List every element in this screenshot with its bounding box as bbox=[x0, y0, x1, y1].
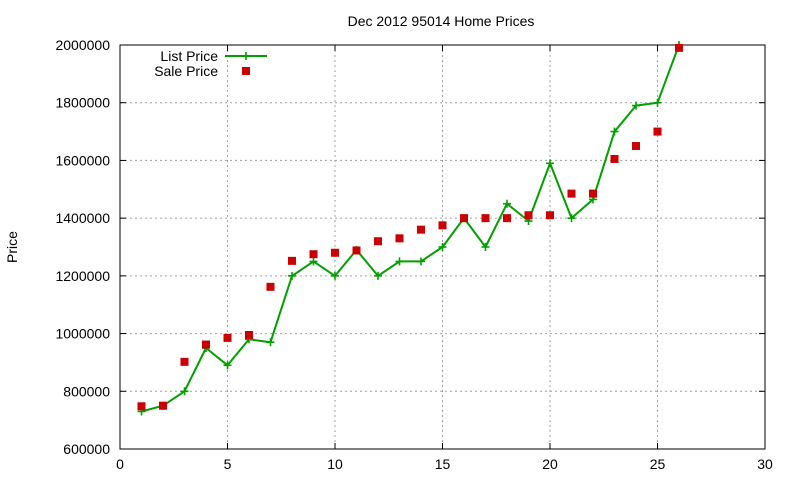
y-tick-label: 800000 bbox=[63, 383, 110, 399]
legend-label-sale-price: Sale Price bbox=[154, 63, 218, 79]
sale-price-point bbox=[438, 221, 447, 230]
x-tick-label: 10 bbox=[327, 456, 343, 472]
y-tick-label: 600000 bbox=[63, 441, 110, 457]
sale-price-point bbox=[309, 250, 318, 259]
plot-frame bbox=[119, 44, 766, 450]
x-tick-label: 25 bbox=[650, 456, 666, 472]
list-price-point bbox=[223, 361, 232, 370]
sale-price-point bbox=[503, 214, 511, 223]
legend-sample-list-price bbox=[225, 52, 267, 60]
sale-price-point bbox=[395, 234, 404, 243]
list-price-point bbox=[546, 159, 554, 168]
sale-price-point bbox=[610, 154, 619, 163]
sale-price-point bbox=[632, 142, 640, 150]
sale-price-point bbox=[288, 256, 296, 265]
legend-marker bbox=[242, 67, 250, 75]
y-tick-label: 2000000 bbox=[55, 37, 110, 53]
list-price-point bbox=[567, 214, 576, 223]
tick-labels: 0 5 10 15 20 25 30 600000 800000 1000000 1200000 14… bbox=[55, 37, 773, 472]
y-tick-label: 1400000 bbox=[55, 210, 110, 226]
legend: List Price Sale Price bbox=[154, 48, 267, 79]
list-price-point bbox=[374, 271, 382, 280]
legend-marker bbox=[242, 52, 250, 60]
list-price-point bbox=[288, 271, 296, 280]
list-price-point bbox=[632, 101, 640, 110]
sale-price-point bbox=[137, 402, 146, 411]
sale-price-point bbox=[567, 189, 576, 198]
chart-title: Dec 2012 95014 Home Prices bbox=[348, 13, 535, 29]
list-price-point bbox=[417, 257, 425, 266]
legend-sample-sale-price bbox=[242, 67, 250, 75]
list-price-point bbox=[503, 199, 511, 208]
x-tick-label: 20 bbox=[542, 456, 558, 472]
x-tick-label: 0 bbox=[116, 456, 124, 472]
y-axis-label: Price bbox=[4, 231, 20, 263]
sale-price-point bbox=[266, 282, 275, 291]
list-price-point bbox=[180, 387, 189, 396]
sale-price-point bbox=[352, 246, 361, 255]
list-price-point bbox=[438, 243, 447, 251]
sale-price-point bbox=[331, 248, 339, 257]
list-price-point bbox=[309, 257, 318, 266]
sale-price-point bbox=[589, 189, 597, 198]
list-price-point bbox=[610, 127, 619, 136]
sale-price-point bbox=[159, 401, 167, 410]
sale-price-point bbox=[374, 237, 382, 246]
y-tick-label: 1000000 bbox=[55, 326, 110, 342]
sale-price-point bbox=[524, 211, 533, 220]
list-price-point bbox=[266, 338, 275, 347]
x-tick-label: 15 bbox=[435, 456, 451, 472]
x-tick-label: 5 bbox=[224, 456, 232, 472]
y-tick-label: 1800000 bbox=[55, 95, 110, 111]
x-tick-label: 30 bbox=[757, 456, 773, 472]
y-tick-label: 1600000 bbox=[55, 152, 110, 168]
list-price-point bbox=[395, 257, 404, 266]
y-tick-label: 1200000 bbox=[55, 268, 110, 284]
sale-price-point bbox=[180, 357, 189, 366]
sale-price-point bbox=[245, 331, 253, 340]
sale-price-point bbox=[417, 225, 425, 234]
sale-price-point bbox=[223, 333, 232, 342]
sale-price-point bbox=[675, 43, 683, 52]
list-price-point bbox=[653, 98, 662, 107]
list-price-line bbox=[141, 44, 680, 413]
sale-price-point bbox=[546, 211, 554, 220]
legend-label-list-price: List Price bbox=[160, 48, 218, 64]
series-layer bbox=[137, 41, 683, 416]
sale-price-point bbox=[202, 340, 210, 349]
sale-price-point bbox=[460, 214, 468, 223]
list-price-point bbox=[481, 243, 490, 251]
sale-price-point bbox=[481, 214, 490, 223]
sale-price-point bbox=[653, 127, 662, 136]
list-price-point bbox=[331, 271, 339, 280]
